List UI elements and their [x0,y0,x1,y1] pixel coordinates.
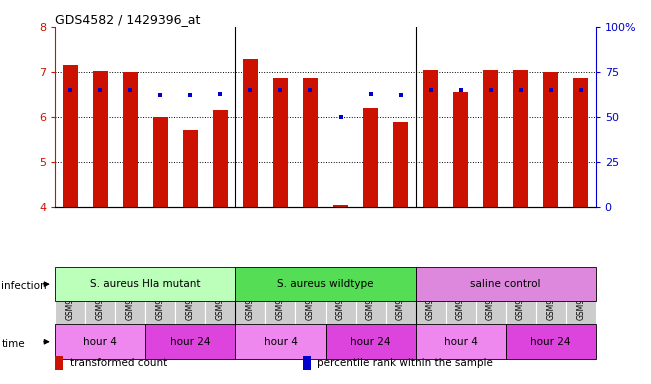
Text: hour 4: hour 4 [264,337,298,347]
Bar [423,70,438,207]
Text: GSM933059: GSM933059 [546,273,555,320]
Bar [483,70,498,207]
Bar [236,324,326,359]
Bar [326,324,415,359]
Text: GSM933071: GSM933071 [96,273,105,320]
Text: S. aureus wildtype: S. aureus wildtype [277,279,374,289]
Bar [506,324,596,359]
Text: GDS4582 / 1429396_at: GDS4582 / 1429396_at [55,13,201,26]
Point [95,87,105,93]
Text: GSM933068: GSM933068 [456,273,465,320]
Bar [513,70,528,207]
Text: percentile rank within the sample: percentile rank within the sample [317,358,493,368]
Bar [445,269,476,328]
Point [486,87,496,93]
Bar [506,269,536,328]
Bar [85,269,115,328]
Bar [415,324,506,359]
Text: transformed count: transformed count [70,358,167,368]
Text: GSM933066: GSM933066 [396,273,405,320]
Bar [296,269,326,328]
Bar [333,205,348,207]
Text: hour 24: hour 24 [350,337,391,347]
Text: GSM933073: GSM933073 [246,273,255,320]
Text: infection: infection [1,281,47,291]
Point [215,91,226,97]
Bar [236,269,266,328]
Bar [266,269,296,328]
Bar [393,122,408,207]
Bar [543,72,558,207]
Text: GSM933064: GSM933064 [336,273,345,320]
Text: GSM933058: GSM933058 [516,273,525,320]
Point [425,87,436,93]
Bar [355,269,385,328]
Point [575,87,586,93]
Point [275,87,286,93]
Bar [326,269,355,328]
Point [65,87,76,93]
Bar [175,269,206,328]
Bar [415,267,596,301]
Text: GSM933063: GSM933063 [216,273,225,320]
Text: GSM933074: GSM933074 [276,273,285,320]
Text: hour 4: hour 4 [83,337,117,347]
Bar [123,72,138,207]
Point [546,87,556,93]
Text: GSM933060: GSM933060 [576,273,585,320]
Bar [93,71,108,207]
Point [155,93,165,99]
Point [365,91,376,97]
Bar [243,60,258,207]
Point [305,87,316,93]
Text: saline control: saline control [471,279,541,289]
Text: GSM933069: GSM933069 [486,273,495,320]
Point [516,87,526,93]
Bar [63,65,78,207]
Point [395,93,406,99]
Point [335,114,346,120]
Text: hour 24: hour 24 [531,337,571,347]
Text: S. aureus Hla mutant: S. aureus Hla mutant [90,279,201,289]
Bar [573,78,588,207]
Text: GSM933065: GSM933065 [366,273,375,320]
Text: GSM933075: GSM933075 [306,273,315,320]
Text: GSM933062: GSM933062 [186,273,195,320]
Bar [213,110,228,207]
Point [186,93,196,99]
Bar [453,92,468,207]
Bar [273,78,288,207]
Bar [476,269,506,328]
Text: GSM933061: GSM933061 [156,273,165,320]
Text: GSM933067: GSM933067 [426,273,435,320]
Bar [303,78,318,207]
Text: GSM933072: GSM933072 [126,273,135,320]
Bar [145,324,236,359]
Bar [536,269,566,328]
Bar [55,267,236,301]
Bar [566,269,596,328]
Bar [385,269,415,328]
Bar [415,269,445,328]
Bar [115,269,145,328]
Bar [236,267,415,301]
Point [125,87,135,93]
Text: hour 24: hour 24 [170,337,211,347]
Point [245,87,256,93]
Bar [206,269,236,328]
Text: time: time [1,339,25,349]
Bar [153,117,168,207]
Text: hour 4: hour 4 [443,337,478,347]
Bar [363,108,378,207]
Bar [55,324,145,359]
Point [456,87,466,93]
Bar [183,130,198,207]
Text: GSM933070: GSM933070 [66,273,75,320]
Bar [55,269,85,328]
Bar [145,269,175,328]
